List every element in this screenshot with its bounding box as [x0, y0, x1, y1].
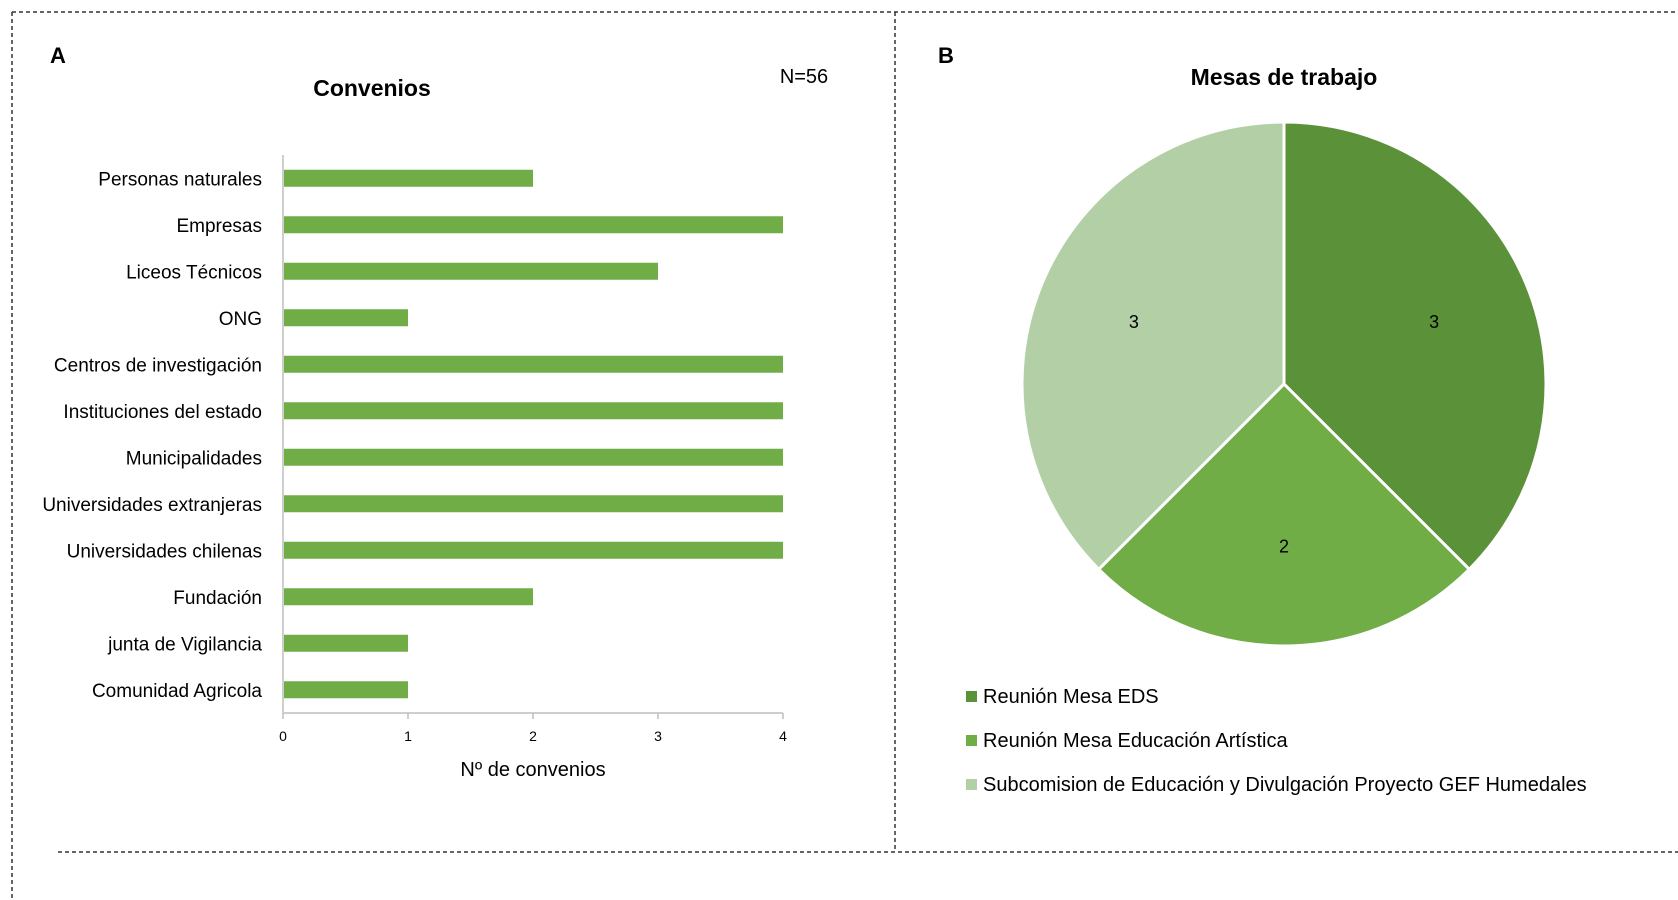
x-tick-label: 3	[654, 728, 662, 744]
legend-label: Reunión Mesa Educación Artística	[983, 730, 1288, 752]
slice-value-label: 3	[1129, 312, 1139, 332]
x-tick-label: 0	[279, 728, 287, 744]
pie-slice	[1096, 381, 1472, 648]
bar	[284, 448, 783, 466]
pie-data-labels: 3 2 3	[1129, 312, 1439, 557]
category-label: junta de Vigilancia	[107, 634, 262, 655]
pie-slices	[1020, 120, 1548, 648]
pie-slice	[1282, 120, 1548, 572]
panel-dividers	[11, 11, 1678, 900]
category-labels: Personas naturales Empresas Liceos Técnico…	[42, 169, 262, 702]
category-label: Personas naturales	[98, 169, 262, 190]
x-tick-group: 0 1 2 3 4	[279, 713, 787, 744]
category-label: Universidades extranjeras	[42, 495, 262, 516]
slice-value-label: 3	[1429, 312, 1439, 332]
sample-size-label: N=56	[780, 66, 828, 88]
x-tick-label: 1	[404, 728, 412, 744]
category-label: Fundación	[173, 588, 262, 609]
panel-b-letter: B	[938, 43, 954, 68]
pie-chart-title: Mesas de trabajo	[1191, 64, 1378, 90]
pie-legend: Reunión Mesa EDS Reunión Mesa Educación A…	[966, 686, 1587, 796]
bar	[284, 216, 783, 234]
bar	[284, 495, 783, 513]
bar	[284, 541, 783, 559]
legend-label: Subcomision de Educación y Divulgación P…	[983, 774, 1587, 796]
bar	[284, 402, 783, 420]
panel-a-letter: A	[50, 43, 66, 68]
category-label: Universidades chilenas	[67, 541, 262, 562]
category-label: Empresas	[176, 216, 262, 237]
pie-slice	[1020, 120, 1286, 572]
category-label: Instituciones del estado	[63, 402, 262, 423]
bar	[284, 262, 658, 280]
category-label: Centros de investigación	[54, 355, 262, 376]
category-label: Comunidad Agricola	[92, 681, 262, 702]
bar-group	[284, 169, 783, 699]
legend-swatch	[966, 691, 977, 702]
x-axis-label: Nº de convenios	[460, 759, 605, 781]
legend-swatch	[966, 779, 977, 790]
panel-b: B Mesas de trabajo 323 Reunión Mesa EDSR…	[938, 43, 1587, 796]
bar	[284, 588, 533, 606]
category-label: ONG	[219, 309, 262, 330]
bar	[284, 634, 408, 652]
category-label: Liceos Técnicos	[126, 262, 262, 283]
slice-value-label: 2	[1279, 536, 1289, 556]
legend-label: Reunión Mesa EDS	[983, 686, 1159, 708]
x-tick-label: 4	[779, 728, 787, 744]
x-tick-label: 2	[529, 728, 537, 744]
category-label: Municipalidades	[126, 448, 262, 469]
legend-swatch	[966, 735, 977, 746]
bar	[284, 355, 783, 373]
bar	[284, 169, 533, 187]
bar-chart-title: Convenios	[313, 75, 431, 101]
panel-a: A Convenios N=56 Personas naturales Empre…	[42, 43, 828, 781]
bar	[284, 309, 408, 327]
bar	[284, 681, 408, 699]
